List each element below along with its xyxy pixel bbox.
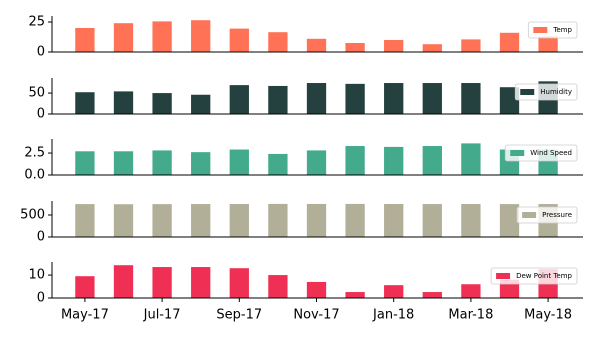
bar: [422, 204, 442, 237]
bar: [384, 146, 404, 175]
legend-swatch: [496, 273, 511, 279]
bar: [268, 275, 288, 298]
bar: [461, 39, 481, 52]
y-tick-label: 0: [37, 45, 45, 60]
legend: Pressure: [516, 206, 578, 224]
legend: Humidity: [514, 83, 578, 101]
bar: [191, 94, 211, 114]
x-tick-label: Sep-17: [216, 308, 262, 323]
bar: [306, 281, 327, 298]
bar: [229, 149, 249, 175]
bar: [384, 285, 404, 298]
bar: [113, 91, 134, 114]
bar: [229, 85, 249, 114]
y-tick-label: 0.0: [24, 168, 45, 183]
legend: Temp: [527, 21, 578, 39]
bar: [113, 23, 134, 52]
legend-box: [514, 83, 578, 101]
legend-box: [516, 206, 578, 224]
x-tick-label: Nov-17: [293, 308, 339, 323]
bar: [268, 203, 288, 237]
legend-box: [504, 144, 578, 162]
bar: [422, 83, 442, 114]
bar: [499, 32, 520, 52]
bar: [422, 146, 442, 175]
bar: [345, 83, 365, 114]
bar: [229, 203, 249, 237]
bar: [75, 204, 95, 237]
bar: [306, 83, 327, 114]
bar: [345, 146, 365, 175]
bar: [152, 93, 172, 114]
bar: [461, 203, 481, 237]
y-tick-label: 2.5: [24, 146, 45, 161]
legend-box: [490, 267, 578, 285]
y-tick-label: 0: [37, 291, 45, 306]
bar: [499, 204, 520, 237]
bar: [384, 40, 404, 52]
bar: [152, 21, 172, 52]
bar: [229, 28, 249, 52]
x-tick-label: Mar-18: [448, 308, 493, 323]
legend-box: [527, 21, 578, 39]
bar: [75, 28, 95, 52]
legend-swatch: [533, 27, 548, 33]
bar: [306, 38, 327, 52]
bar: [113, 151, 134, 175]
legend: Wind Speed: [504, 144, 578, 162]
legend-swatch: [520, 89, 535, 95]
bar: [384, 83, 404, 114]
bar: [229, 268, 249, 298]
y-tick-label: 25: [28, 15, 45, 30]
legend-label: Humidity: [540, 88, 572, 96]
bar: [461, 83, 481, 114]
bar: [461, 143, 481, 175]
bar: [113, 265, 134, 298]
bar: [306, 203, 327, 237]
y-tick-label: 0: [37, 230, 45, 245]
y-tick-label: 0: [37, 107, 45, 122]
legend: Dew Point Temp: [490, 267, 578, 285]
legend-label: Temp: [552, 26, 572, 34]
bar: [152, 267, 172, 298]
bar: [422, 292, 442, 298]
bar: [538, 36, 558, 52]
bar: [268, 153, 288, 175]
legend-swatch: [522, 212, 537, 218]
x-tick-label: May-18: [524, 308, 572, 323]
y-tick-label: 500: [20, 207, 45, 222]
bar: [191, 152, 211, 175]
x-tick-label: Jan-18: [372, 308, 414, 323]
bar: [191, 267, 211, 298]
bar: [152, 150, 172, 175]
bar: [75, 92, 95, 114]
legend-label: Pressure: [542, 211, 572, 219]
y-tick-label: 50: [28, 86, 45, 101]
x-tick-label: Jul-17: [143, 308, 181, 323]
bar: [345, 203, 365, 237]
x-tick-label: May-17: [61, 308, 109, 323]
bar: [345, 292, 365, 298]
legend-swatch: [510, 150, 525, 156]
bar: [306, 150, 327, 175]
bar: [461, 284, 481, 298]
y-tick-label: 10: [28, 268, 45, 283]
bar: [75, 276, 95, 298]
bar: [268, 85, 288, 114]
bar: [152, 204, 172, 237]
bar: [499, 87, 520, 114]
bar: [422, 44, 442, 52]
bar: [191, 20, 211, 52]
bar: [75, 151, 95, 175]
bar: [345, 43, 365, 52]
bar: [191, 204, 211, 237]
bar: [384, 203, 404, 237]
bar: [113, 204, 134, 237]
legend-label: Dew Point Temp: [516, 272, 572, 280]
bar: [268, 32, 288, 52]
legend-label: Wind Speed: [530, 149, 572, 157]
